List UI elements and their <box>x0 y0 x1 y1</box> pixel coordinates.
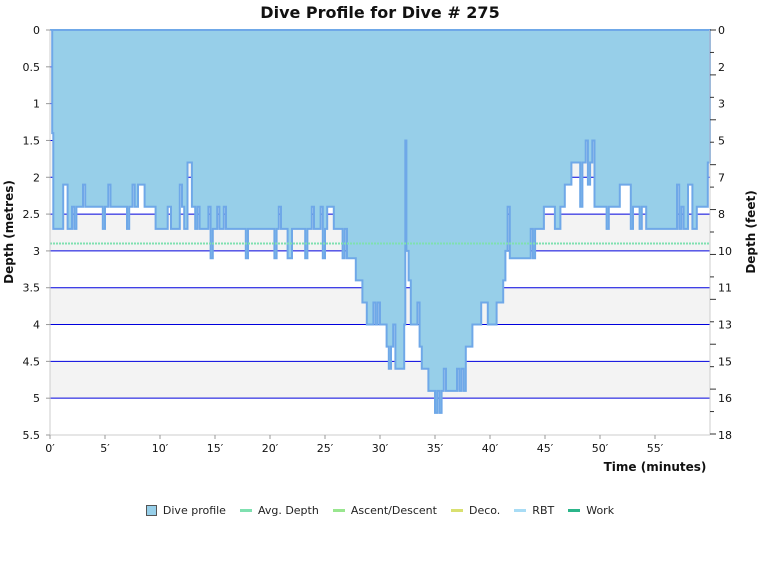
y-tick-label: 2.5 <box>23 208 41 221</box>
legend-item[interactable]: Deco. <box>450 504 501 517</box>
y-right-tick-label: 11 <box>718 282 732 295</box>
dive-profile-area <box>50 29 711 414</box>
legend-label: Deco. <box>468 504 501 517</box>
y-axis-label: Depth (metres) <box>2 180 16 284</box>
x-tick-label: 20′ <box>262 442 279 455</box>
chart-title: Dive Profile for Dive # 275 <box>260 3 499 22</box>
y-tick-label: 1.5 <box>23 134 41 147</box>
y-tick-label: 3 <box>33 245 40 258</box>
legend-swatch <box>514 509 527 512</box>
legend-item[interactable]: Ascent/Descent <box>332 504 437 517</box>
legend-swatch <box>332 509 345 512</box>
y-right-tick-label: 10 <box>718 245 732 258</box>
x-tick-label: 50′ <box>592 442 609 455</box>
legend-label: RBT <box>532 504 555 517</box>
y-right-tick-label: 8 <box>718 208 725 221</box>
y-right-tick-label: 18 <box>718 429 732 442</box>
x-tick-label: 30′ <box>372 442 389 455</box>
x-tick-label: 55′ <box>647 442 664 455</box>
x-axis-label: Time (minutes) <box>604 460 707 474</box>
y-right-tick-label: 16 <box>718 392 732 405</box>
y-right-axis-label: Depth (feet) <box>744 190 758 273</box>
x-tick-label: 40′ <box>482 442 499 455</box>
legend-swatch <box>145 505 157 516</box>
x-tick-label: 25′ <box>317 442 334 455</box>
x-tick-label: 45′ <box>537 442 554 455</box>
legend-swatch <box>568 509 581 512</box>
legend-item[interactable]: Dive profile <box>145 504 226 517</box>
y-tick-label: 4.5 <box>23 355 41 368</box>
legend-item[interactable]: Work <box>568 504 614 517</box>
legend-swatch <box>239 509 252 512</box>
x-tick-label: 0′ <box>45 442 55 455</box>
y-right-tick-label: 7 <box>718 171 725 184</box>
y-tick-label: 4 <box>33 319 40 332</box>
x-tick-label: 10′ <box>152 442 169 455</box>
y-tick-label: 1 <box>33 98 40 111</box>
legend-label: Avg. Depth <box>257 504 319 517</box>
dive-profile-chart: Dive Profile for Dive # 275 0 0.5 1 1.5 2 2.5… <box>2 3 758 474</box>
y-tick-label: 3.5 <box>23 282 41 295</box>
y-tick-label: 5 <box>33 392 40 405</box>
legend-item[interactable]: Avg. Depth <box>239 504 319 517</box>
y-tick-label: 2 <box>33 171 40 184</box>
y-right-tick-label: 15 <box>718 355 732 368</box>
y-tick-label: 0.5 <box>23 61 41 74</box>
legend-label: Work <box>586 504 615 517</box>
x-tick-label: 5′ <box>100 442 110 455</box>
grid-band <box>50 361 710 399</box>
y-right-tick-label: 5 <box>718 134 725 147</box>
y-tick-label: 5.5 <box>23 429 41 442</box>
legend-item[interactable]: RBT <box>514 504 554 517</box>
y-right-tick-label: 3 <box>718 98 725 111</box>
legend-label: Dive profile <box>162 504 226 517</box>
legend-label: Ascent/Descent <box>350 504 437 517</box>
legend-swatch <box>450 509 463 512</box>
x-tick-label: 15′ <box>207 442 224 455</box>
y-tick-label: 0 <box>33 24 40 37</box>
x-tick-label: 35′ <box>427 442 444 455</box>
y-right-tick-label: 13 <box>718 319 732 332</box>
legend: Dive profile Avg. Depth Ascent/Descent Deco… <box>0 504 760 517</box>
y-right-tick-label: 0 <box>718 24 725 37</box>
y-right-tick-label: 2 <box>718 61 725 74</box>
